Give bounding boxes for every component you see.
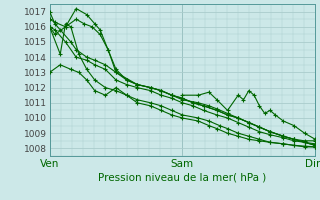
X-axis label: Pression niveau de la mer( hPa ): Pression niveau de la mer( hPa )	[98, 173, 267, 183]
